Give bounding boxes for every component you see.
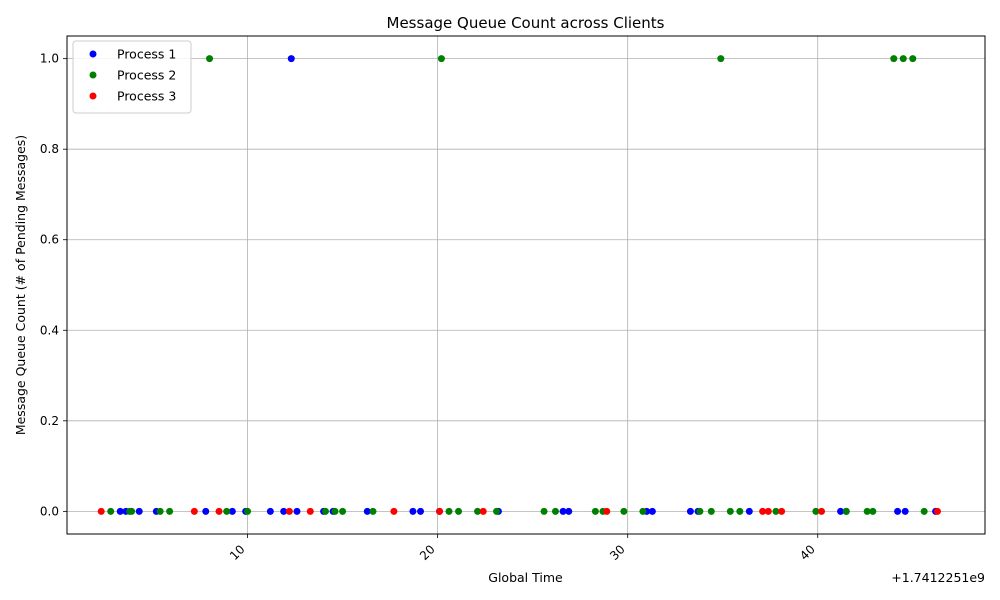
x-axis-label: Global Time [488,570,563,585]
data-point [493,507,501,515]
y-tick-label: 0.8 [40,142,59,156]
data-point [437,55,445,63]
legend-marker [89,92,97,100]
data-point [339,507,347,515]
data-point [812,507,820,515]
data-point [686,507,694,515]
data-point [696,507,704,515]
data-point [266,507,274,515]
plot-frame [66,35,986,535]
data-point [707,507,715,515]
y-tick-label: 0.4 [40,323,59,337]
data-point [455,507,463,515]
data-point [363,507,371,515]
data-point [648,507,656,515]
data-point [759,507,767,515]
data-point [639,507,647,515]
data-point [736,507,744,515]
data-point [202,507,210,515]
data-point [116,507,124,515]
data-point [894,507,902,515]
grid-lines [67,36,985,534]
data-points [97,55,941,515]
legend-marker [89,50,97,58]
data-point [565,507,573,515]
data-point [901,507,909,515]
legend-label: Process 1 [117,47,176,62]
data-point [717,55,725,63]
data-point [287,55,295,63]
y-tick-label: 0.2 [40,414,59,428]
data-point [890,55,898,63]
data-point [417,507,425,515]
data-point [293,507,301,515]
data-point [474,507,482,515]
data-point [369,507,377,515]
legend: Process 1 Process 2 Process 3 [72,40,192,114]
data-point [128,507,136,515]
x-axis-ticks: 10 20 30 40 [227,534,819,563]
data-point [156,507,164,515]
data-point [551,507,559,515]
x-tick-label: 40 [797,542,818,563]
series-3 [97,507,941,515]
legend-box [72,40,192,114]
x-tick-label: 30 [607,542,628,563]
series-1 [116,55,940,515]
data-point [285,507,293,515]
data-point [745,507,753,515]
data-point [331,507,339,515]
legend-label: Process 3 [117,89,176,104]
x-tick-label: 20 [417,542,438,563]
legend-marker [89,71,97,79]
x-offset-label: +1.7412251e9 [891,570,985,585]
data-point [190,507,198,515]
data-point [920,507,928,515]
legend-label: Process 2 [117,68,176,83]
chart-title: Message Queue Count across Clients [387,14,665,32]
series-2 [107,55,928,515]
data-point [620,507,628,515]
data-point [818,507,826,515]
data-point [228,507,236,515]
y-axis-label: Message Queue Count (# of Pending Messag… [13,135,28,435]
data-point [842,507,850,515]
data-point [863,507,871,515]
data-point [321,507,329,515]
data-point [837,507,845,515]
data-point [869,507,877,515]
data-point [479,507,487,515]
y-axis-ticks: 0.0 0.2 0.4 0.6 0.8 1.0 [40,52,67,518]
data-point [591,507,599,515]
data-point [764,507,772,515]
data-point [899,55,907,63]
data-point [206,55,214,63]
data-point [107,507,115,515]
data-point [244,507,252,515]
y-tick-label: 0.0 [40,504,59,518]
data-point [223,507,231,515]
data-point [778,507,786,515]
data-point [436,507,444,515]
data-point [166,507,174,515]
data-point [135,507,143,515]
data-point [772,507,780,515]
data-point [445,507,453,515]
data-point [97,507,105,515]
y-tick-label: 1.0 [40,52,59,66]
data-point [603,507,611,515]
data-point [409,507,417,515]
y-tick-label: 0.6 [40,233,59,247]
x-tick-label: 10 [227,542,248,563]
data-point [215,507,223,515]
data-point [540,507,548,515]
data-point [390,507,398,515]
data-point [909,55,917,63]
data-point [559,507,567,515]
data-point [726,507,734,515]
data-point [933,507,941,515]
data-point [306,507,314,515]
data-point [280,507,288,515]
